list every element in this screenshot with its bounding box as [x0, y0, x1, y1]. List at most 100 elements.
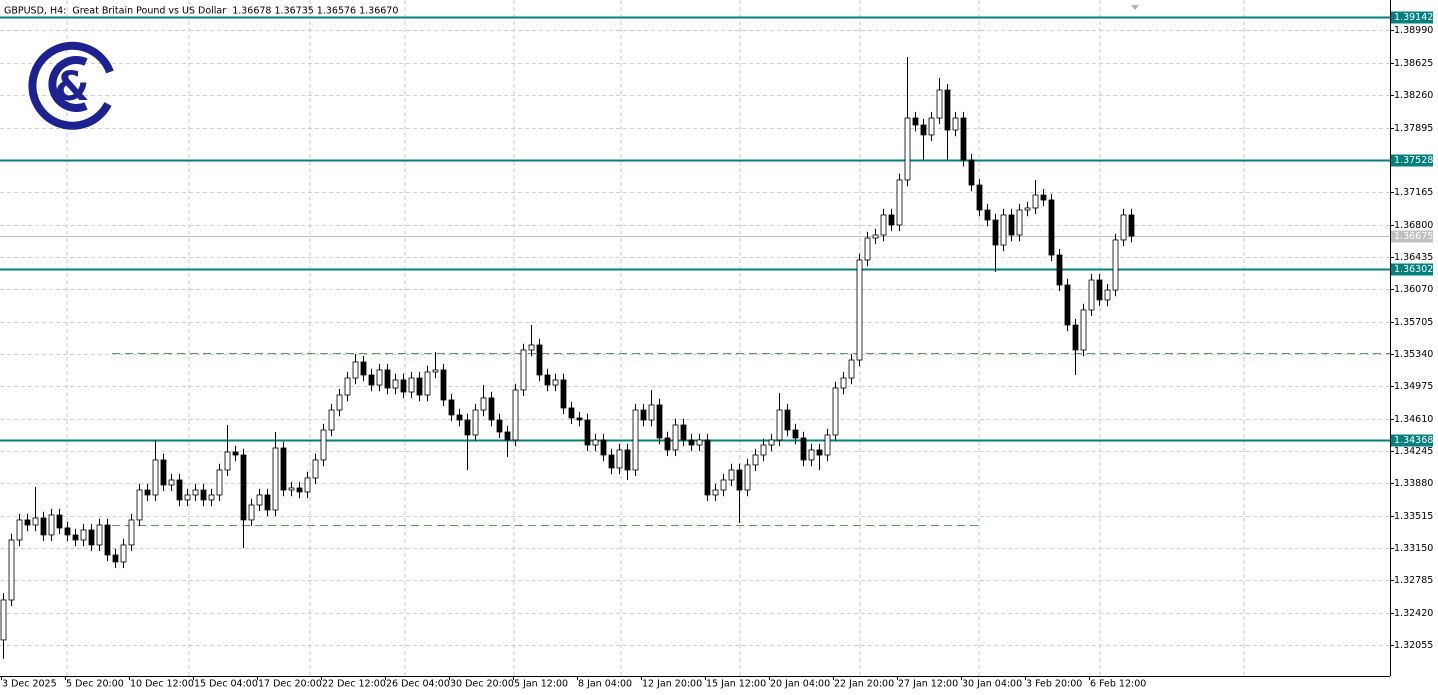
candle-body	[360, 361, 367, 376]
candle-body	[0, 599, 7, 641]
candle-body	[504, 431, 511, 441]
level-label-box	[1391, 154, 1433, 167]
candle-body	[632, 409, 639, 471]
candle-body	[736, 469, 743, 491]
x-tick-label: 5 Dec 20:00	[66, 679, 124, 690]
candle-body	[264, 494, 271, 511]
levels	[0, 16, 1390, 526]
candle-body	[968, 159, 975, 186]
candle-body	[864, 237, 871, 261]
candle-body	[280, 447, 287, 491]
candle-body	[560, 379, 567, 409]
candle-body	[640, 409, 647, 421]
candles	[0, 56, 1135, 659]
candle-body	[1128, 214, 1135, 237]
candle-body	[136, 489, 143, 521]
candle-body	[992, 219, 999, 246]
candle-body	[152, 459, 159, 496]
candle-body	[568, 407, 575, 419]
candle-body	[312, 459, 319, 479]
candle-body	[464, 419, 471, 436]
vertical-grid	[66, 0, 1245, 676]
candle-body	[208, 494, 215, 501]
y-tick-label: 1.37895	[1394, 123, 1433, 134]
x-tick-label: 10 Dec 12:00	[130, 679, 194, 690]
candle-body	[936, 89, 943, 119]
candle-body	[304, 477, 311, 493]
candle-body	[80, 529, 87, 541]
candle-body	[1008, 214, 1015, 236]
candle-body	[272, 447, 279, 511]
y-tick-label: 1.37165	[1394, 187, 1433, 198]
candle-body	[256, 494, 263, 506]
candle-body	[184, 494, 191, 501]
candle-body	[1024, 207, 1031, 211]
logo-symbol: &	[55, 64, 90, 110]
candle-body	[776, 409, 783, 441]
candle-body	[200, 489, 207, 501]
candle-body	[1016, 209, 1023, 236]
candle-body	[816, 449, 823, 456]
candle-body	[424, 371, 431, 396]
x-tick-label: 3 Feb 20:00	[1026, 679, 1082, 690]
logo-outer-arc	[28, 41, 114, 130]
candle-body	[896, 179, 903, 226]
level-label: 1.36302	[1394, 264, 1433, 275]
x-tick-label: 17 Dec 20:00	[258, 679, 322, 690]
candle-body	[952, 117, 959, 131]
x-tick-label: 22 Dec 12:00	[322, 679, 386, 690]
candle-body	[104, 524, 111, 556]
candle-body	[1040, 194, 1047, 201]
candle-body	[744, 464, 751, 491]
y-tick-label: 1.38990	[1394, 25, 1433, 36]
x-tick-label: 27 Jan 12:00	[898, 679, 958, 690]
candle-body	[688, 439, 695, 446]
candle-body	[832, 387, 839, 436]
y-tick-label: 1.33515	[1394, 511, 1433, 522]
x-tick-label: 30 Jan 04:00	[962, 679, 1022, 690]
candle-body	[536, 344, 543, 376]
candle-body	[792, 429, 799, 439]
candle-body	[872, 234, 879, 239]
chart-title: GBPUSD, H4: Great Britain Pound vs US Do…	[4, 6, 398, 17]
candle-body	[96, 524, 103, 546]
level-label-box	[1391, 11, 1433, 24]
candle-body	[472, 409, 479, 436]
level-label: 1.39142	[1394, 12, 1433, 23]
candle-body	[944, 89, 951, 131]
candle-body	[600, 439, 607, 456]
candle-body	[800, 437, 807, 461]
candle-body	[1032, 194, 1039, 209]
candle-body	[112, 554, 119, 563]
candle-body	[1088, 279, 1095, 311]
y-tick-label: 1.34610	[1394, 414, 1433, 425]
y-tick-label: 1.32420	[1394, 608, 1433, 619]
candle-body	[344, 377, 351, 396]
x-tick-label: 8 Jan 04:00	[578, 679, 632, 690]
candle-body	[1080, 309, 1087, 351]
candle-body	[384, 369, 391, 389]
x-tick-label: 22 Jan 20:00	[834, 679, 894, 690]
candle-body	[760, 444, 767, 456]
y-tick-label: 1.32055	[1394, 640, 1433, 651]
candle-body	[696, 439, 703, 446]
candle-body	[168, 479, 175, 486]
candle-body	[920, 124, 927, 136]
level-label-box	[1391, 263, 1433, 276]
candle-body	[368, 374, 375, 386]
candle-body	[480, 397, 487, 411]
candle-body	[440, 369, 447, 401]
candle-body	[416, 377, 423, 396]
candle-body	[88, 529, 95, 546]
candle-body	[728, 469, 735, 481]
x-tick-label: 12 Jan 20:00	[642, 679, 702, 690]
y-tick-label: 1.32785	[1394, 575, 1433, 586]
candle-body	[40, 517, 47, 536]
y-tick-label: 1.36800	[1394, 220, 1433, 231]
candle-body	[720, 479, 727, 491]
x-tick-label: 15 Dec 04:00	[194, 679, 258, 690]
candle-body	[1112, 239, 1119, 291]
candle-body	[288, 487, 295, 491]
candle-body	[120, 544, 127, 563]
grid	[0, 30, 1390, 646]
